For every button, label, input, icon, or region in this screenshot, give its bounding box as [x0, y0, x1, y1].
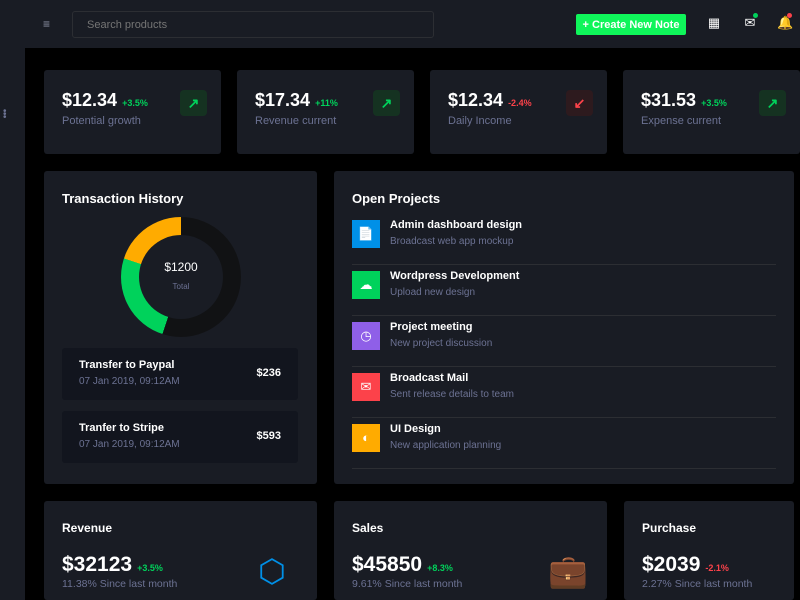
transaction-history-card: Transaction History $1200 Total Transfer… — [44, 171, 317, 484]
sales-card: Sales $45850 +8.3% 9.61% Since last month… — [334, 501, 607, 600]
mail-icon[interactable]: ✉ — [742, 13, 758, 31]
metric-change: -2.1% — [705, 563, 729, 573]
metric-value: $32123 — [62, 553, 133, 576]
metric-since: 9.61% Since last month — [352, 578, 463, 590]
project-item[interactable]: ✉ Broadcast Mail Sent release details to… — [352, 367, 776, 418]
open-projects-card: Open Projects 📄 Admin dashboard design B… — [334, 171, 794, 484]
chart-pie-icon: ◐ — [352, 424, 380, 452]
stat-change: +3.5% — [122, 98, 148, 108]
clock-icon: ◷ — [352, 322, 380, 350]
transaction-title: Tranfer to Stripe — [79, 422, 164, 434]
card-title: Sales — [352, 521, 384, 535]
stat-card: $31.53 +3.5% Expense current ↗ — [623, 70, 800, 154]
hamburger-menu-icon[interactable]: ≡ — [43, 17, 51, 31]
card-title: Purchase — [642, 521, 697, 535]
bell-icon[interactable]: 🔔 — [777, 13, 794, 30]
project-item[interactable]: 📄 Admin dashboard design Broadcast web a… — [352, 214, 776, 265]
metric-change: +8.3% — [427, 563, 453, 573]
project-title: UI Design — [390, 423, 441, 435]
stat-label: Revenue current — [255, 115, 337, 127]
stat-card: $12.34 -2.4% Daily Income ↙ — [430, 70, 607, 154]
transaction-title: Transfer to Paypal — [79, 359, 175, 371]
project-item[interactable]: ◐ UI Design New application planning — [352, 418, 776, 469]
more-options-icon[interactable]: • • • — [3, 106, 7, 123]
stat-value: $12.34 — [448, 90, 504, 110]
arrow-up-right-icon: ↗ — [180, 90, 207, 116]
transaction-item[interactable]: Transfer to Paypal 07 Jan 2019, 09:12AM … — [62, 348, 298, 400]
arrow-up-right-icon: ↗ — [759, 90, 786, 116]
purchase-card: Purchase $2039 -2.1% 2.27% Since last mon… — [624, 501, 794, 600]
metric-since: 2.27% Since last month — [642, 578, 753, 590]
metric-since: 11.38% Since last month — [62, 578, 178, 590]
stat-value: $12.34 — [62, 90, 118, 110]
briefcase-icon: 💼 — [548, 553, 588, 589]
stat-value: $17.34 — [255, 90, 311, 110]
project-title: Project meeting — [390, 321, 473, 333]
project-subtitle: New application planning — [390, 440, 502, 451]
stat-card: $17.34 +11% Revenue current ↗ — [237, 70, 414, 154]
card-title: Transaction History — [62, 191, 184, 206]
project-title: Broadcast Mail — [390, 372, 469, 384]
revenue-card: Revenue $32123 +3.5% 11.38% Since last mo… — [44, 501, 317, 600]
project-title: Wordpress Development — [390, 270, 520, 282]
metric-change: +3.5% — [137, 563, 163, 573]
stat-change: +3.5% — [701, 98, 727, 108]
transaction-date: 07 Jan 2019, 09:12AM — [79, 439, 180, 450]
card-title: Open Projects — [352, 191, 441, 206]
file-icon: 📄 — [352, 220, 380, 248]
project-item[interactable]: ◷ Project meeting New project discussion — [352, 316, 776, 367]
top-navbar: ≡ + Create New Note ▦ ✉ 🔔 — [0, 0, 800, 48]
metric-value: $45850 — [352, 553, 423, 576]
arrow-down-left-icon: ↙ — [566, 90, 593, 116]
codepen-icon: ⬡ — [258, 553, 286, 589]
stat-label: Daily Income — [448, 115, 512, 127]
sidebar: • • • — [0, 48, 25, 600]
transaction-amount: $593 — [256, 430, 281, 442]
project-item[interactable]: ☁ Wordpress Development Upload new desig… — [352, 265, 776, 316]
metric-value: $2039 — [642, 553, 701, 576]
project-subtitle: Broadcast web app mockup — [390, 236, 514, 247]
stat-label: Potential growth — [62, 115, 141, 127]
search-input[interactable] — [72, 11, 434, 38]
stat-value: $31.53 — [641, 90, 697, 110]
donut-total: $1200 — [164, 260, 198, 274]
transaction-date: 07 Jan 2019, 09:12AM — [79, 376, 180, 387]
card-title: Revenue — [62, 521, 113, 535]
mail-open-icon: ✉ — [352, 373, 380, 401]
transaction-amount: $236 — [256, 367, 281, 379]
arrow-up-right-icon: ↗ — [373, 90, 400, 116]
project-subtitle: Upload new design — [390, 287, 476, 298]
stat-change: -2.4% — [508, 98, 532, 108]
project-subtitle: New project discussion — [390, 338, 493, 349]
stat-label: Expense current — [641, 115, 722, 127]
stat-change: +11% — [315, 98, 338, 108]
transaction-item[interactable]: Tranfer to Stripe 07 Jan 2019, 09:12AM $… — [62, 411, 298, 463]
create-new-note-button[interactable]: + Create New Note — [576, 14, 686, 35]
donut-total-label: Total — [172, 282, 190, 291]
cloud-download-icon: ☁ — [352, 271, 380, 299]
project-subtitle: Sent release details to team — [390, 389, 514, 400]
grid-icon[interactable]: ▦ — [707, 15, 721, 30]
stat-card: $12.34 +3.5% Potential growth ↗ — [44, 70, 221, 154]
project-title: Admin dashboard design — [390, 219, 523, 231]
